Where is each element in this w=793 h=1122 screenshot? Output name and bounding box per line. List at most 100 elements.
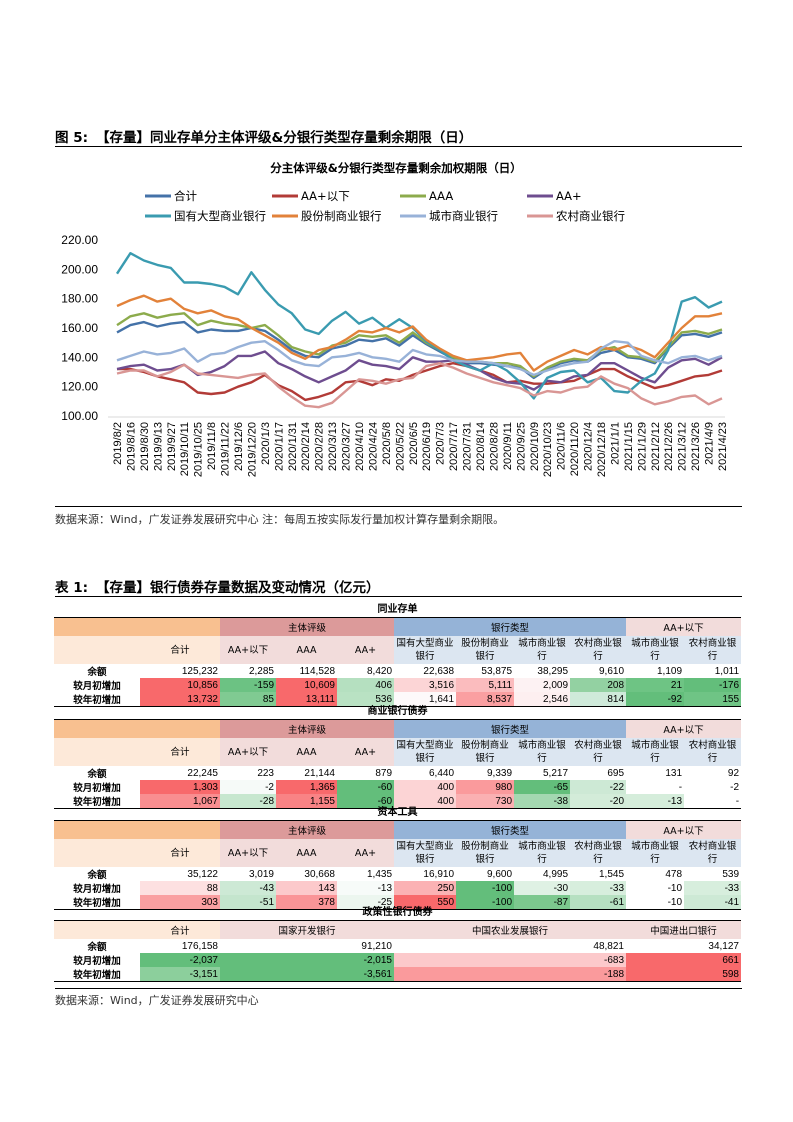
table-cell: 125,232 bbox=[181, 665, 218, 677]
table-section: 商业银行债券 主体评级 银行类型 AA+以下 合计 AA+以下 AAA AA+ 国有大型商业银行… bbox=[54, 705, 742, 809]
column-header: 国有大型商业银行 bbox=[394, 636, 457, 664]
table-cell: 400 bbox=[394, 794, 457, 809]
y-tick-label: 160.00 bbox=[61, 321, 98, 335]
table-cell: 92 bbox=[727, 767, 740, 779]
column-header: 合计 bbox=[140, 636, 220, 664]
x-tick-label: 2020/4/10 bbox=[354, 422, 366, 471]
x-tick-label: 2020/2/28 bbox=[314, 422, 326, 471]
x-tick-label: 2020/5/22 bbox=[394, 422, 406, 471]
column-header: 合计 bbox=[140, 738, 220, 766]
series-line-8 bbox=[116, 361, 723, 409]
column-header: AAA bbox=[276, 839, 337, 867]
legend-item: AA+以下 bbox=[272, 189, 350, 203]
table-cell: 176,158 bbox=[181, 940, 218, 952]
column-header: 城市商业银行 bbox=[514, 839, 571, 867]
table-cell: 550 bbox=[394, 895, 457, 910]
table-cell: 3,019 bbox=[248, 868, 274, 880]
x-tick-label: 2021/2/12 bbox=[650, 422, 662, 471]
x-tick-label: 2021/1/1 bbox=[609, 422, 621, 465]
table-cell: -13 bbox=[337, 881, 395, 895]
row-label: 较月初增加 bbox=[73, 681, 121, 692]
table-cell: 1,545 bbox=[599, 868, 625, 880]
x-tick-label: 2019/9/27 bbox=[166, 422, 178, 471]
series-line-2 bbox=[117, 361, 723, 402]
column-header: 股份制商业银行 bbox=[456, 738, 515, 766]
table-section: 资本工具 主体评级 银行类型 AA+以下 合计 AA+以下 AAA AA+ 国有大型商业银行 股份… bbox=[54, 806, 742, 910]
table-label: 表 1: bbox=[55, 580, 88, 596]
column-header: 城市商业银行 bbox=[514, 738, 571, 766]
table-title: 【存量】银行债券存量数据及变动情况（亿元） bbox=[96, 580, 380, 596]
legend-label: 国有大型商业银行 bbox=[174, 209, 266, 223]
legend-item: AAA bbox=[400, 189, 453, 203]
table-cell: -33 bbox=[684, 881, 742, 895]
table-cell: -3,561 bbox=[220, 967, 394, 982]
table-row: 余额 176,158 91,210 48,821 34,127 bbox=[54, 939, 741, 954]
x-tick-label: 2019/11/8 bbox=[206, 422, 218, 470]
table-cell: 143 bbox=[276, 881, 337, 895]
x-tick-label: 2020/3/13 bbox=[327, 422, 339, 471]
table-cell: -2 bbox=[220, 780, 276, 794]
x-tick-label: 2019/9/13 bbox=[152, 422, 164, 471]
table-row: 较年初增加 13,732 85 13,111 536 1,641 8,537 2,546 814… bbox=[54, 692, 742, 707]
table-row: 较月初增加 1,303 -2 1,365 -60 400 980 -65 -22- -2 bbox=[54, 780, 742, 794]
figure-label: 图 5: bbox=[55, 130, 88, 146]
table-cell: 48,821 bbox=[593, 940, 624, 952]
table-cell: 22,245 bbox=[187, 767, 218, 779]
table-cell: 114,528 bbox=[299, 665, 335, 677]
line-chart: 分主体评级&分银行类型存量剩余加权期限（日） 合计 AA+以下 AAA AA+ 国有大型商… bbox=[61, 161, 729, 477]
table-cell: 38,295 bbox=[537, 665, 569, 677]
row-label: 较年初增加 bbox=[54, 692, 140, 707]
header-blank bbox=[54, 821, 220, 839]
x-tick-label: 2021/1/15 bbox=[623, 422, 635, 471]
table-row: 较年初增加 -3,151 -3,561 -188 598 bbox=[54, 967, 741, 982]
column-header: 中国农业发展银行 bbox=[394, 921, 626, 939]
group-header: 银行类型 bbox=[394, 821, 627, 839]
header-blank bbox=[54, 720, 220, 738]
table-cell: -51 bbox=[220, 895, 276, 910]
row-label: 余额 bbox=[87, 942, 107, 953]
y-tick-label: 100.00 bbox=[61, 409, 98, 423]
table-cell: -100 bbox=[456, 895, 515, 910]
table-cell: -2,015 bbox=[220, 953, 394, 967]
column-header: AA+ bbox=[337, 738, 395, 766]
x-tick-label: 2020/7/3 bbox=[435, 422, 447, 465]
table-cell: -25 bbox=[337, 895, 395, 910]
group-header: 银行类型 bbox=[394, 720, 627, 738]
x-tick-label: 2021/4/9 bbox=[704, 422, 716, 465]
column-header: AA+以下 bbox=[220, 839, 276, 867]
legend-label: 城市商业银行 bbox=[429, 209, 498, 223]
legend-item: 国有大型商业银行 bbox=[145, 209, 266, 223]
group-header: 主体评级 bbox=[220, 720, 395, 738]
column-header: 股份制商业银行 bbox=[456, 839, 515, 867]
table-cell: 30,668 bbox=[304, 868, 335, 880]
table-cell: 695 bbox=[607, 767, 625, 779]
table-cell: 21 bbox=[626, 678, 685, 692]
x-tick-label: 2019/11/22 bbox=[220, 422, 232, 476]
legend-item: 城市商业银行 bbox=[400, 209, 498, 223]
legend-label: 股份制商业银行 bbox=[301, 209, 382, 223]
table-cell: -683 bbox=[394, 953, 626, 967]
table-cell: -188 bbox=[394, 967, 626, 982]
row-label: 较月初增加 bbox=[73, 956, 121, 967]
table-cell: 10,609 bbox=[276, 678, 337, 692]
table-cell: 1,365 bbox=[276, 780, 337, 794]
divider bbox=[55, 506, 742, 507]
table-cell: 34,127 bbox=[708, 940, 739, 952]
table-cell: 13,111 bbox=[276, 692, 337, 707]
table-cell: -60 bbox=[337, 794, 395, 809]
table-cell: -61 bbox=[570, 895, 627, 910]
table-cell: 980 bbox=[456, 780, 515, 794]
figure-caption: 图 5: 【存量】同业存单分主体评级&分银行类型存量剩余期限（日） bbox=[55, 126, 742, 147]
x-tick-label: 2020/8/28 bbox=[488, 422, 500, 471]
column-header: AAA bbox=[276, 636, 337, 664]
header-blank bbox=[54, 921, 140, 939]
table-cell: 378 bbox=[276, 895, 337, 910]
column-header: 农村商业银行 bbox=[684, 636, 742, 664]
table-cell: 1,011 bbox=[714, 665, 740, 677]
table-cell: 16,910 bbox=[423, 868, 455, 880]
table-row: 较年初增加 303 -51 378 -25 550 -100 -87 -61 -10 -41 bbox=[54, 895, 742, 910]
column-header: 农村商业银行 bbox=[684, 738, 742, 766]
table-cell: 406 bbox=[337, 678, 395, 692]
table-cell: -13 bbox=[626, 794, 685, 809]
